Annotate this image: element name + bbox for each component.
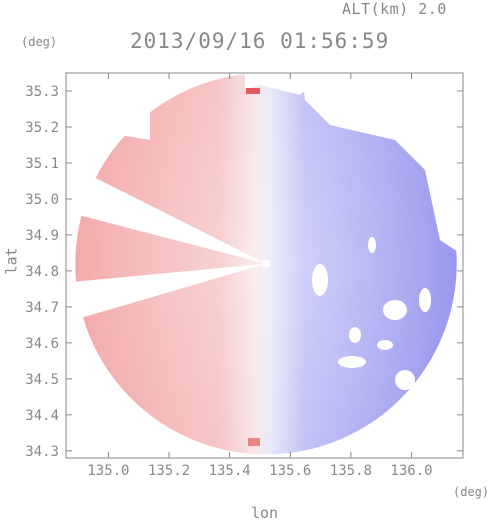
plot-frame (65, 72, 464, 459)
echo-gap (368, 237, 376, 253)
no-echo-north (245, 73, 327, 95)
no-echo-northeast (301, 73, 463, 256)
y-tick-label: 35.2 (25, 120, 59, 136)
y-tick-label: 34.3 (25, 444, 59, 460)
y-tick-label: 34.8 (25, 264, 59, 280)
y-tick-label: 35.1 (25, 156, 59, 172)
no-echo-northwest (66, 73, 150, 224)
strong-echo (246, 88, 260, 94)
y-tick-label: 34.7 (25, 300, 59, 316)
echo-gap (395, 370, 415, 390)
echo-gap (338, 356, 366, 368)
radar-site-marker (262, 259, 271, 268)
echo-gap (419, 288, 431, 312)
y-tick-label: 34.9 (25, 228, 59, 244)
echo-gap (349, 327, 361, 343)
strong-echo (248, 438, 260, 446)
x-tick-label: 135.4 (209, 463, 251, 479)
y-tick-label: 34.6 (25, 336, 59, 352)
x-tick-label: 135.0 (87, 463, 129, 479)
no-echo-wedge (66, 263, 267, 323)
y-tick-label: 35.0 (25, 192, 59, 208)
x-axis-label: lon (251, 504, 279, 522)
x-tick-label: 136.0 (390, 463, 432, 479)
x-axis-unit: (deg) (453, 485, 490, 499)
altitude-label: ALT(km) 2.0 (342, 0, 447, 18)
chart-title: 2013/09/16 01:56:59 (130, 29, 390, 53)
no-echo-gap (66, 163, 267, 264)
x-tick-label: 135.6 (269, 463, 311, 479)
echo-gap (312, 264, 328, 296)
y-tick-label: 34.5 (25, 372, 59, 388)
echo-gap (383, 300, 407, 320)
y-tick-label: 34.4 (25, 408, 59, 424)
x-tick-label: 135.8 (330, 463, 372, 479)
echo-gap (377, 340, 393, 350)
x-tick-label: 135.2 (148, 463, 190, 479)
y-axis-unit: (deg) (21, 35, 58, 49)
y-tick-label: 35.3 (25, 84, 59, 100)
